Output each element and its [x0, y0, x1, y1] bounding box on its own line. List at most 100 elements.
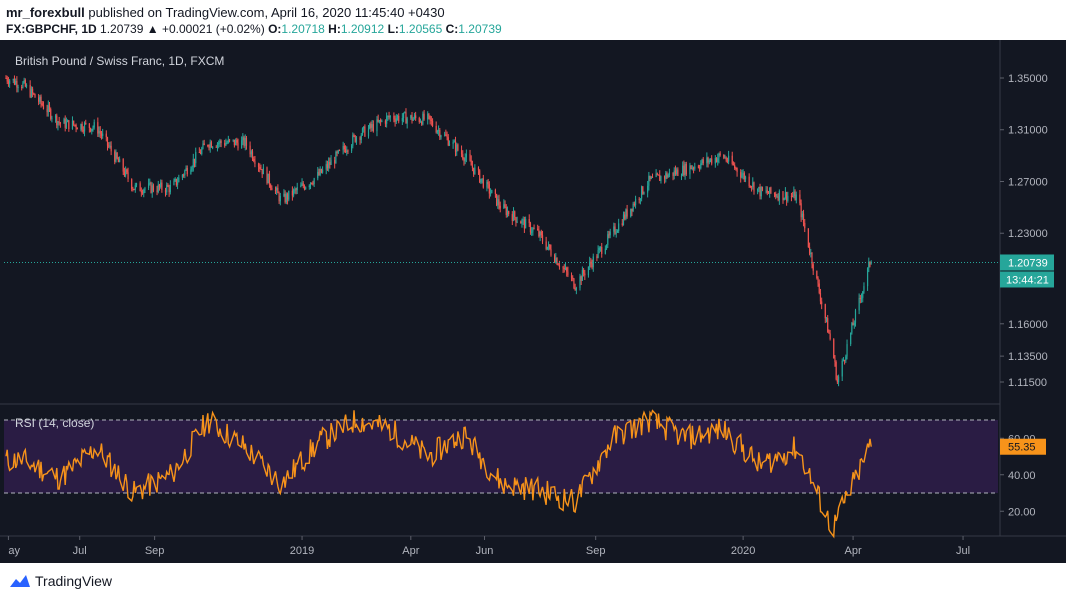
candle-body: [267, 173, 269, 184]
candle-body: [613, 226, 615, 232]
candle-body: [168, 186, 170, 193]
candle-body: [328, 162, 330, 168]
candle-body: [684, 163, 686, 175]
candle-body: [799, 194, 801, 204]
candle-body: [790, 195, 793, 197]
candle-body: [804, 222, 806, 229]
candle-body: [76, 128, 78, 130]
candle-body: [309, 182, 312, 186]
candle-body: [440, 135, 442, 138]
candle-body: [198, 152, 200, 154]
candle-body: [638, 198, 640, 200]
candle-body: [9, 80, 11, 84]
tradingview-cloud-icon: [10, 575, 30, 587]
candle-body: [666, 173, 668, 178]
candle-body: [499, 205, 501, 209]
candle-body: [859, 298, 861, 300]
candle-body: [50, 109, 52, 119]
candle-body: [793, 191, 795, 197]
candle-body: [554, 255, 556, 263]
candle-body: [359, 137, 361, 140]
candle-body: [744, 176, 747, 180]
candle-body: [143, 189, 145, 194]
candle-body: [479, 170, 481, 183]
candle-body: [618, 223, 620, 231]
candle-body: [766, 190, 768, 193]
candle-body: [329, 162, 331, 165]
candle-body: [750, 186, 753, 188]
candle-body: [370, 123, 372, 128]
candle-body: [295, 189, 297, 191]
publish-line: mr_forexbull published on TradingView.co…: [6, 5, 445, 20]
candle-body: [12, 78, 14, 81]
candle-body: [139, 183, 141, 192]
candle-body: [47, 105, 49, 113]
candle-body: [868, 261, 870, 269]
candle-body: [415, 115, 417, 119]
candle-body: [236, 140, 238, 143]
candle-body: [212, 146, 214, 148]
candle-body: [641, 186, 643, 199]
candle-body: [514, 211, 516, 218]
chart-canvas[interactable]: British Pound / Swiss Franc, 1D, FXCM 1.3…: [0, 40, 1066, 563]
candle-body: [422, 113, 424, 125]
candle-body: [821, 301, 823, 305]
candle-body: [300, 185, 302, 188]
candle-body: [807, 228, 809, 248]
candle-body: [224, 143, 226, 146]
candle-body: [320, 168, 322, 173]
candle-body: [697, 166, 700, 168]
symbol-label: FX:GBPCHF, 1D: [6, 22, 97, 36]
candle-body: [313, 178, 315, 184]
chart-title: British Pound / Swiss Franc, 1D, FXCM: [15, 54, 224, 68]
candle-body: [245, 137, 248, 146]
candle-body: [355, 137, 358, 142]
candle-body: [563, 268, 565, 270]
candle-body: [592, 256, 594, 268]
candle-body: [718, 153, 720, 159]
candle-body: [279, 195, 281, 202]
candle-body: [59, 122, 61, 124]
candle-body: [457, 144, 459, 151]
candle-body: [760, 187, 762, 197]
price-tick-label: 1.31000: [1008, 125, 1048, 137]
candle-body: [242, 137, 244, 141]
candle-body: [574, 288, 576, 291]
tradingview-logo[interactable]: TradingView: [7, 573, 112, 589]
candle-body: [473, 167, 475, 174]
candle-body: [183, 174, 185, 176]
candle-body: [656, 173, 658, 175]
candle-body: [353, 135, 355, 137]
candle-body: [34, 93, 36, 98]
candle-body: [521, 219, 523, 224]
candle-body: [421, 121, 423, 125]
candle-body: [741, 174, 743, 178]
candle-body: [176, 182, 179, 185]
candle-body: [584, 273, 586, 276]
candle-body: [488, 184, 490, 194]
candle-body: [648, 175, 650, 186]
candle-body: [660, 176, 662, 181]
candle-body: [498, 199, 500, 206]
candle-body: [448, 143, 451, 146]
candle-body: [778, 191, 780, 201]
candle-body: [685, 163, 687, 175]
rsi-tick-label: 20.00: [1008, 506, 1036, 518]
candle-body: [802, 213, 805, 223]
candle-body: [244, 137, 246, 146]
candle-body: [291, 190, 293, 196]
chart-area[interactable]: British Pound / Swiss Franc, 1D, FXCM 1.3…: [0, 40, 1066, 563]
candle-body: [567, 271, 569, 276]
candle-body: [31, 88, 34, 94]
candle-body: [464, 157, 466, 162]
candle-body: [824, 304, 826, 319]
candle-body: [253, 159, 255, 162]
candle-body: [56, 115, 58, 126]
high-value: 1.20912: [340, 22, 385, 36]
candle-body: [80, 124, 82, 130]
candle-body: [202, 143, 204, 149]
candle-body: [836, 379, 838, 383]
author-name[interactable]: mr_forexbull: [6, 5, 85, 20]
candle-body: [114, 151, 116, 162]
candle-body: [249, 145, 251, 155]
